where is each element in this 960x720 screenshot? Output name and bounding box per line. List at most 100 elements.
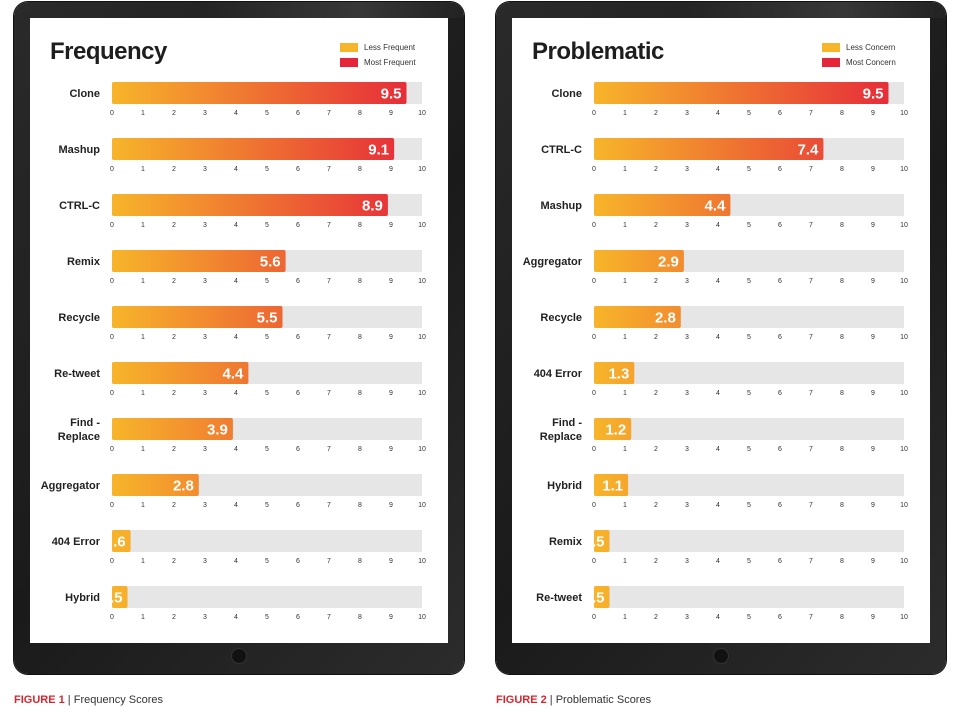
tick-label: 9 bbox=[389, 166, 393, 173]
tick-label: 5 bbox=[265, 110, 269, 117]
tick-label: 8 bbox=[840, 446, 844, 453]
value-label: 4.4 bbox=[705, 198, 727, 215]
tick-label: 9 bbox=[389, 446, 393, 453]
tick-label: 3 bbox=[685, 446, 689, 453]
tick-label: 4 bbox=[234, 334, 238, 341]
tick-label: 1 bbox=[623, 446, 627, 453]
tick-label: 2 bbox=[172, 166, 176, 173]
tick-label: 10 bbox=[418, 334, 426, 341]
tick-label: 4 bbox=[234, 222, 238, 229]
tick-label: 1 bbox=[623, 110, 627, 117]
value-label: .6 bbox=[113, 534, 126, 551]
tick-label: 3 bbox=[203, 446, 207, 453]
tick-label: 6 bbox=[778, 110, 782, 117]
tick-label: 2 bbox=[172, 110, 176, 117]
tick-label: 5 bbox=[747, 334, 751, 341]
bar-track bbox=[594, 474, 904, 496]
tick-label: 4 bbox=[234, 166, 238, 173]
category-label: Clone bbox=[551, 88, 582, 100]
figure-caption-1: FIGURE 1 | Frequency Scores bbox=[14, 694, 163, 706]
bar bbox=[112, 306, 283, 328]
category-label: Find -Replace bbox=[58, 417, 101, 443]
tick-label: 7 bbox=[327, 446, 331, 453]
tick-label: 9 bbox=[871, 278, 875, 285]
tick-label: 2 bbox=[172, 502, 176, 509]
category-label: Re-tweet bbox=[54, 368, 100, 380]
category-label: 404 Error bbox=[52, 536, 101, 548]
value-label: 4.4 bbox=[223, 366, 245, 383]
tick-label: 3 bbox=[203, 390, 207, 397]
tick-label: 0 bbox=[592, 502, 596, 509]
tick-label: 8 bbox=[358, 166, 362, 173]
bar bbox=[594, 82, 889, 104]
caption-text: Frequency Scores bbox=[73, 694, 163, 706]
tick-label: 4 bbox=[234, 614, 238, 621]
value-label: .5 bbox=[592, 590, 605, 607]
tick-label: 2 bbox=[172, 390, 176, 397]
tick-label: 5 bbox=[265, 558, 269, 565]
problematic-chart-panel: Problematic Less Concern Most Concern 9.… bbox=[512, 18, 930, 643]
tick-label: 4 bbox=[234, 390, 238, 397]
bar-row: 2.8 Aggregator 0 1 2 3 4 5 6 7 8 9 10 bbox=[41, 474, 426, 509]
tick-label: 0 bbox=[592, 390, 596, 397]
tick-label: 6 bbox=[296, 110, 300, 117]
tick-label: 6 bbox=[778, 502, 782, 509]
legend-swatch-high bbox=[340, 58, 358, 67]
tick-label: 9 bbox=[871, 166, 875, 173]
category-label: CTRL-C bbox=[59, 200, 100, 212]
value-label: 1.2 bbox=[605, 422, 626, 439]
tick-label: 6 bbox=[296, 390, 300, 397]
tick-label: 8 bbox=[840, 614, 844, 621]
tick-label: 7 bbox=[327, 222, 331, 229]
tick-label: 7 bbox=[809, 278, 813, 285]
value-label: 2.8 bbox=[173, 478, 194, 495]
tick-label: 10 bbox=[418, 502, 426, 509]
tick-label: 4 bbox=[716, 446, 720, 453]
value-label: 9.5 bbox=[863, 86, 884, 103]
legend-label: Less Frequent bbox=[364, 43, 416, 52]
tick-label: 8 bbox=[358, 502, 362, 509]
bar-track bbox=[594, 586, 904, 608]
tick-label: 8 bbox=[840, 558, 844, 565]
tick-label: 6 bbox=[778, 166, 782, 173]
tick-label: 8 bbox=[840, 334, 844, 341]
tick-label: 1 bbox=[141, 222, 145, 229]
bar-track bbox=[594, 530, 904, 552]
bar bbox=[594, 362, 635, 384]
value-label: 8.9 bbox=[362, 198, 383, 215]
tick-label: 0 bbox=[592, 558, 596, 565]
tick-label: 1 bbox=[141, 110, 145, 117]
tick-label: 10 bbox=[900, 166, 908, 173]
bar-track bbox=[112, 530, 422, 552]
tick-label: 4 bbox=[234, 446, 238, 453]
tick-label: 1 bbox=[141, 334, 145, 341]
tick-label: 5 bbox=[747, 446, 751, 453]
category-label: Clone bbox=[69, 88, 100, 100]
tick-label: 3 bbox=[203, 222, 207, 229]
chart-legend: Less Concern Most Concern bbox=[822, 40, 896, 70]
tick-label: 0 bbox=[592, 614, 596, 621]
bar-row: 1.3 404 Error 0 1 2 3 4 5 6 7 8 9 10 bbox=[534, 362, 908, 397]
legend-swatch-low bbox=[340, 43, 358, 52]
tick-label: 2 bbox=[172, 446, 176, 453]
tick-label: 0 bbox=[592, 278, 596, 285]
tick-label: 2 bbox=[172, 278, 176, 285]
tick-label: 7 bbox=[809, 614, 813, 621]
tick-label: 3 bbox=[203, 334, 207, 341]
category-label: Remix bbox=[67, 256, 101, 268]
tick-label: 4 bbox=[234, 558, 238, 565]
bar-row: 5.6 Remix 0 1 2 3 4 5 6 7 8 9 10 bbox=[67, 250, 426, 285]
tick-label: 5 bbox=[265, 446, 269, 453]
caption-separator: | bbox=[64, 694, 74, 706]
legend-swatch-low bbox=[822, 43, 840, 52]
value-label: 1.1 bbox=[602, 478, 623, 495]
tick-label: 2 bbox=[654, 558, 658, 565]
tick-label: 0 bbox=[110, 166, 114, 173]
tick-label: 0 bbox=[110, 614, 114, 621]
tick-label: 1 bbox=[623, 502, 627, 509]
tick-label: 4 bbox=[716, 334, 720, 341]
bar-track bbox=[594, 362, 904, 384]
tick-label: 0 bbox=[592, 334, 596, 341]
tick-label: 4 bbox=[716, 390, 720, 397]
